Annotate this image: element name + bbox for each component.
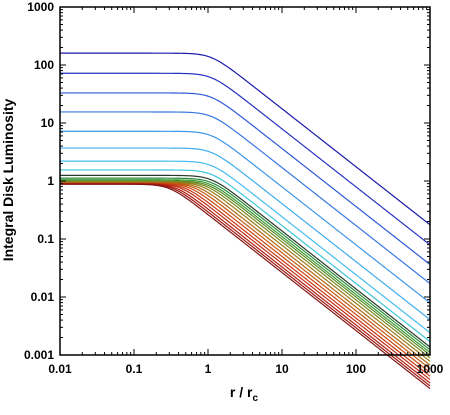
y-tick-label: 1 [47,174,54,188]
y-tick-label: 0.01 [31,290,55,304]
series-line-11 [60,179,431,354]
series-line-3 [60,92,431,266]
x-tick-label: 100 [346,362,366,376]
series-line-1 [60,52,431,226]
series-line-14 [60,181,431,362]
series-line-5 [60,130,431,304]
series-line-12 [60,180,431,356]
series-line-10 [60,177,431,351]
series-line-7 [60,160,431,334]
x-tick-label: 10 [275,362,289,376]
x-tick-label: 1000 [417,362,444,376]
y-tick-label: 10 [41,116,55,130]
series-layer [60,52,431,390]
series-line-6 [60,147,431,321]
series-line-17 [60,182,431,373]
tick-layer [59,6,431,356]
y-tick-label: 100 [34,58,54,72]
x-axis-title-main: r / r [230,384,253,400]
x-axis-title-subscript: c [253,393,259,404]
y-tick-label: 0.1 [37,232,54,246]
series-line-20 [60,183,431,384]
x-tick-label: 1 [205,362,212,376]
series-line-22 [60,183,431,390]
series-line-4 [60,111,431,285]
y-tick-label: 0.001 [24,348,54,362]
series-line-2 [60,72,431,246]
y-axis-title: Integral Disk Luminosity [0,98,16,261]
x-tick-label: 0.01 [48,362,72,376]
series-line-8 [60,169,431,343]
y-tick-label: 1000 [27,0,54,14]
x-tick-label: 0.1 [126,362,143,376]
x-axis-title: r / rc [230,384,259,404]
series-line-9 [60,174,431,348]
